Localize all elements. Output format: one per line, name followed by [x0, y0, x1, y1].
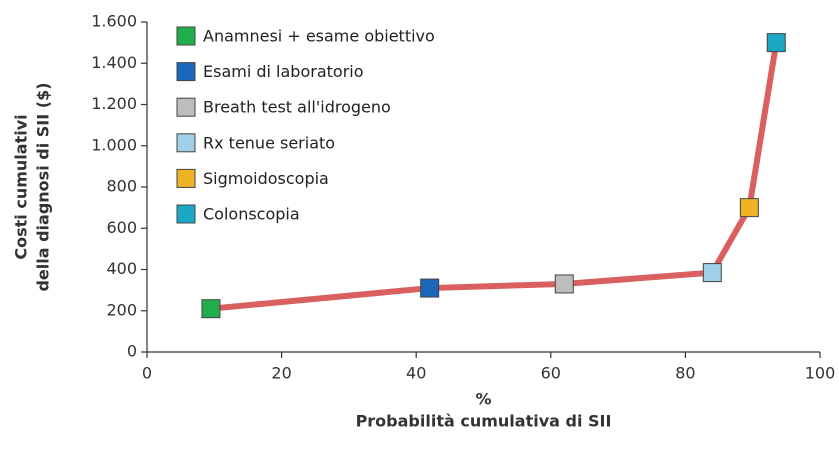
y-tick-label: 1.400 [91, 53, 137, 72]
legend-label: Colonscopia [203, 205, 300, 224]
legend-swatch [176, 133, 196, 153]
y-tick-label: 1.000 [91, 135, 137, 154]
y-axis-label: Costi cumulativi [12, 114, 31, 259]
legend-label: Esami di laboratorio [203, 62, 364, 81]
line [210, 42, 780, 312]
legend-swatch [176, 26, 196, 46]
x-tick-label: 60 [541, 364, 561, 383]
point-marker [702, 263, 722, 283]
point-marker [201, 299, 221, 319]
legend-swatch [176, 204, 196, 224]
x-tick-label: 0 [142, 364, 152, 383]
y-tick-label: 400 [106, 259, 137, 278]
y-tick-label: 600 [106, 218, 137, 237]
y-tick-label: 1.600 [91, 12, 137, 31]
y-tick-label: 200 [106, 300, 137, 319]
legend-label: Rx tenue seriato [203, 133, 335, 152]
y-tick-label: 0 [127, 342, 137, 361]
legend-label: Breath test all'idrogeno [203, 98, 391, 117]
legend-label: Sigmoidoscopia [203, 169, 329, 188]
point-marker [420, 278, 440, 298]
legend-label: Anamnesi + esame obiettivo [203, 27, 435, 46]
x-tick-label: 20 [271, 364, 291, 383]
x-tick-label: 100 [805, 364, 836, 383]
legend-swatch [176, 168, 196, 188]
x-axis-label: % [475, 390, 491, 409]
x-tick-label: 40 [406, 364, 426, 383]
y-tick-label: 1.200 [91, 94, 137, 113]
y-axis-label: della diagnosi di SII ($) [34, 82, 53, 291]
point-marker [739, 198, 759, 218]
point-marker [554, 274, 574, 294]
x-axis-label: Probabilità cumulativa di SII [356, 412, 612, 431]
y-tick-label: 800 [106, 177, 137, 196]
point-marker [766, 33, 786, 53]
legend-swatch [176, 97, 196, 117]
legend-swatch [176, 62, 196, 82]
x-tick-label: 80 [675, 364, 695, 383]
